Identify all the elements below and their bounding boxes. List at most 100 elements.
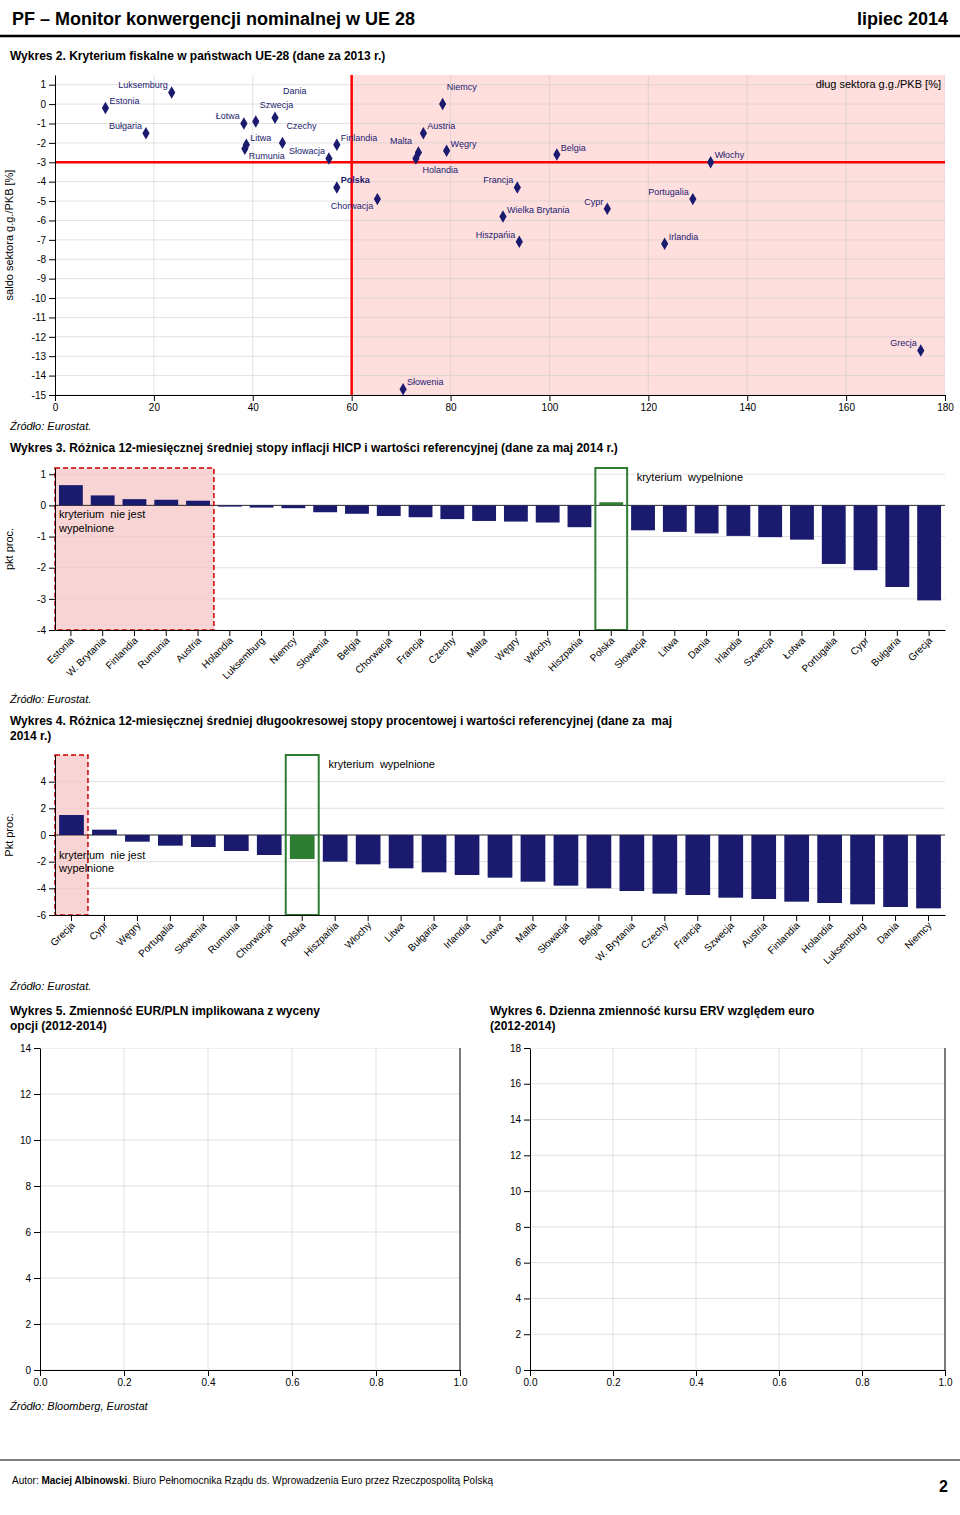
- point-label: Portugalia: [648, 187, 689, 197]
- y-tick-mark: [49, 240, 55, 241]
- grid-line-y: [55, 781, 945, 782]
- x-tick-mark: [137, 915, 138, 921]
- point-label: Irlandia: [669, 232, 699, 242]
- right-spine: [945, 1048, 946, 1370]
- x-tick: Szwecja: [741, 630, 775, 669]
- grid-line-y: [40, 1370, 460, 1371]
- bar: [186, 501, 210, 506]
- x-tick-label: Niemcy: [267, 635, 298, 666]
- x-tick-label: 1.0: [939, 1377, 953, 1388]
- x-tick-mark: [763, 915, 764, 921]
- point: [499, 210, 506, 222]
- y-tick-label: 2: [515, 1329, 521, 1340]
- not-fulfilled-label: kryterium nie jestwypelnione: [58, 508, 145, 534]
- chart-title-line: (2012-2014): [490, 1019, 555, 1033]
- plot-area: 0.00.20.40.60.81.002468101214: [20, 1043, 468, 1388]
- not-fulfilled-label-line: kryterium nie jest: [59, 849, 145, 861]
- x-tick: Finlandia: [765, 915, 802, 956]
- y-tick-mark: [34, 1324, 40, 1325]
- bar: [854, 505, 878, 570]
- bar: [726, 505, 750, 536]
- y-tick-mark: [524, 1191, 530, 1192]
- x-tick: Austria: [174, 630, 204, 664]
- y-tick-label: 8: [25, 1181, 31, 1192]
- x-tick-label: Bułgaria: [869, 634, 903, 668]
- x-axis-line: [531, 1370, 946, 1371]
- bar: [59, 485, 83, 505]
- x-tick-mark: [664, 915, 665, 921]
- y-tick: 1: [40, 469, 55, 480]
- y-tick-label: 10: [510, 1186, 522, 1197]
- bar: [817, 835, 842, 903]
- x-tick: Łotwa: [479, 915, 506, 946]
- grid: [530, 1048, 945, 1370]
- y-tick: 18: [510, 1043, 530, 1054]
- y-tick-label: -11: [32, 312, 46, 323]
- y-tick: 0: [515, 1365, 530, 1376]
- x-tick-label: Litwa: [656, 634, 681, 659]
- y-axis-line: [55, 469, 56, 631]
- grid: [55, 782, 945, 915]
- y-axis: 024681012141618: [510, 1043, 531, 1376]
- x-tick: W. Brytania: [64, 630, 108, 679]
- bar: [455, 835, 480, 875]
- chart-title: Wykres 6. Dzienna zmienność kursu ERV wz…: [490, 1004, 814, 1033]
- point: [514, 181, 521, 193]
- x-tick-label: Grecja: [48, 919, 77, 948]
- x-tick-mark: [929, 630, 930, 636]
- bar: [751, 835, 776, 899]
- y-tick-mark: [49, 220, 55, 221]
- x-tick: Malta: [464, 630, 489, 660]
- x-tick-label: Chorwacja: [353, 634, 394, 675]
- point: [604, 203, 611, 215]
- x-tick: 0.8: [370, 1370, 384, 1388]
- x-tick: 0.0: [524, 1370, 538, 1388]
- x-tick-mark: [500, 915, 501, 921]
- grid-line-y: [530, 1048, 945, 1049]
- x-tick: Dania: [686, 630, 713, 661]
- x-tick-label: Chorwacja: [233, 919, 274, 960]
- y-tick-label: -5: [37, 196, 46, 207]
- x-tick: Słowacja: [535, 915, 571, 956]
- point-label: Grecja: [890, 338, 917, 348]
- x-tick-label: Polska: [588, 634, 617, 663]
- bar: [356, 835, 381, 864]
- chart-title: Wykres 4. Różnica 12-miesięcznej średnie…: [10, 714, 672, 743]
- y-axis: 02468101214: [20, 1043, 41, 1376]
- chart-title-line: Wykres 6. Dzienna zmienność kursu ERV wz…: [490, 1004, 814, 1018]
- y-tick-label: 1: [40, 79, 46, 90]
- x-tick-label: 0.0: [34, 1377, 48, 1388]
- x-tick-mark: [70, 630, 71, 636]
- point: [142, 127, 149, 139]
- bar: [125, 835, 150, 842]
- x-tick: Cypr: [87, 915, 110, 942]
- x-tick-label: Dania: [875, 919, 902, 946]
- fulfilled-label-line: kryterium wypelnione: [329, 758, 435, 770]
- y-axis-title: saldo sektora g.g./PKB [%]: [3, 170, 15, 301]
- point: [168, 86, 175, 98]
- grid-line-y: [55, 317, 945, 318]
- y-tick-mark: [49, 808, 55, 809]
- x-tick-mark: [565, 915, 566, 921]
- y-tick: -6: [37, 910, 55, 921]
- y-tick: 0: [25, 1365, 40, 1376]
- grid-line-y: [40, 1186, 460, 1187]
- x-tick-mark: [674, 630, 675, 636]
- x-tick-mark: [829, 915, 830, 921]
- x-tick: 0.6: [286, 1370, 300, 1388]
- highlight-box: [286, 755, 319, 915]
- x-tick: Cypr: [848, 630, 871, 657]
- x-tick-label: 120: [640, 402, 657, 413]
- bar: [92, 830, 117, 835]
- point-label: Litwa: [250, 133, 271, 143]
- marks: [55, 755, 945, 915]
- x-tick-mark: [420, 630, 421, 636]
- x-tick-label: Cypr: [848, 634, 871, 657]
- grid-line-y: [530, 1191, 945, 1192]
- x-tick: 120: [640, 395, 657, 413]
- x-tick-label: Portugalia: [799, 634, 839, 674]
- x-tick-label: Czechy: [426, 635, 457, 666]
- fulfilled-label-line: kryterium wypelnione: [637, 471, 743, 483]
- x-tick: Belgia: [335, 630, 363, 662]
- x-tick-mark: [401, 915, 402, 921]
